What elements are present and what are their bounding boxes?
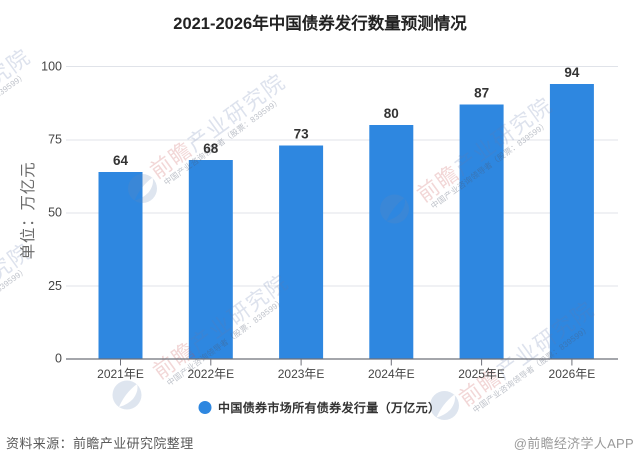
svg-text:50: 50 <box>48 206 62 220</box>
svg-text:64: 64 <box>113 153 129 168</box>
svg-text:2022年E: 2022年E <box>187 367 234 381</box>
svg-text:73: 73 <box>294 127 310 142</box>
svg-text:75: 75 <box>48 133 62 147</box>
svg-text:2021-2026年中国债券发行数量预测情况: 2021-2026年中国债券发行数量预测情况 <box>173 13 467 33</box>
svg-text:25: 25 <box>48 279 62 293</box>
svg-text:单位：万亿元: 单位：万亿元 <box>19 162 37 260</box>
svg-text:2025年E: 2025年E <box>458 367 505 381</box>
svg-text:前瞻产业研究院: 前瞻产业研究院 <box>0 44 35 158</box>
svg-text:中国产业咨询领导者（股票：839599）: 中国产业咨询领导者（股票：839599） <box>0 265 29 357</box>
svg-text:2024年E: 2024年E <box>368 367 415 381</box>
svg-text:中国产业咨询领导者（股票：839599）: 中国产业咨询领导者（股票：839599） <box>0 70 28 162</box>
svg-text:中国债券市场所有债券发行量（万亿元）: 中国债券市场所有债券发行量（万亿元） <box>218 400 440 415</box>
svg-text:@前瞻经济学人APP: @前瞻经济学人APP <box>514 436 634 451</box>
svg-text:68: 68 <box>203 141 219 156</box>
svg-text:94: 94 <box>564 65 580 80</box>
svg-text:80: 80 <box>384 106 399 121</box>
svg-text:0: 0 <box>55 352 62 366</box>
svg-text:2026年E: 2026年E <box>549 367 596 381</box>
svg-text:100: 100 <box>41 60 62 74</box>
svg-text:87: 87 <box>474 86 489 101</box>
svg-text:资料来源：前瞻产业研究院整理: 资料来源：前瞻产业研究院整理 <box>6 436 194 451</box>
svg-text:2023年E: 2023年E <box>278 367 325 381</box>
svg-text:2021年E: 2021年E <box>97 367 144 381</box>
